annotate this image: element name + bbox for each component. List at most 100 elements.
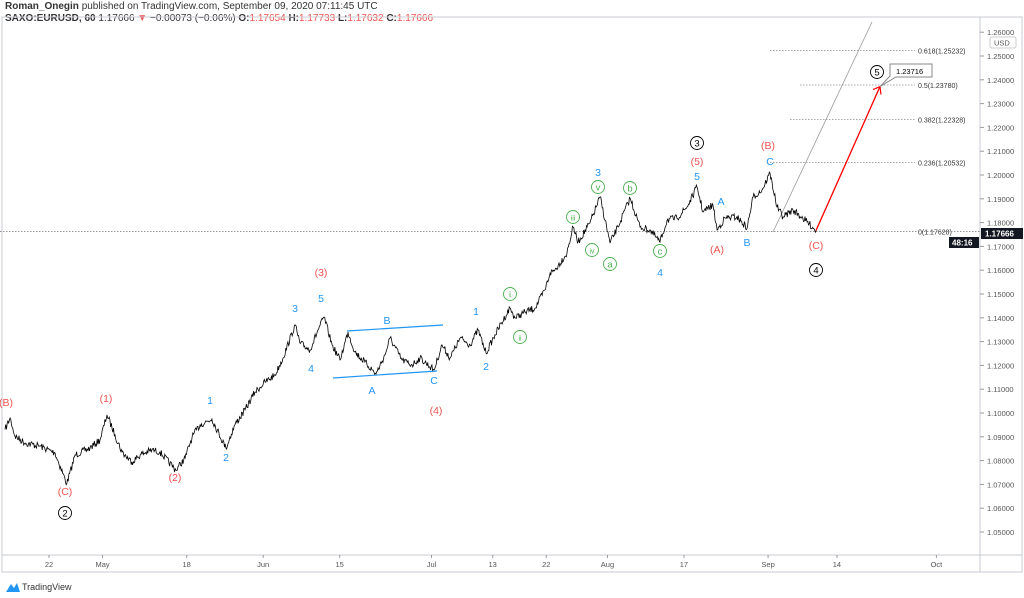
x-tick-label: 14 — [833, 560, 841, 569]
wave-label-text: 4 — [308, 363, 314, 375]
wave-label-text: b — [627, 184, 632, 195]
fib-level-label: 0.5(1.23780) — [918, 83, 958, 90]
last-price: 1.17666 — [98, 13, 135, 24]
high-label: H: — [288, 13, 299, 24]
wave-label: (4) — [430, 405, 443, 417]
high-value: 1.17733 — [299, 13, 336, 24]
low-label: L: — [337, 13, 348, 24]
channel-lower-line — [332, 370, 438, 379]
wave-label-circle — [690, 136, 704, 150]
tradingview-footer: TradingView — [6, 582, 72, 592]
wave-label: C — [430, 375, 438, 387]
wave-label: i — [503, 287, 517, 301]
wave-label-circle — [566, 210, 580, 224]
wave-label-text: 5 — [694, 171, 700, 183]
x-tick-label: 22 — [542, 560, 550, 569]
fib-level-label: 0.382(1.22328) — [918, 118, 965, 125]
wave-label-circle — [623, 181, 637, 195]
x-tick-label: May — [95, 560, 109, 569]
wave-label-text: 4 — [813, 266, 818, 277]
wave-label-text: a — [607, 260, 613, 271]
wave-label: 2 — [483, 361, 489, 373]
wave-label: iii — [566, 210, 580, 224]
wave-label: 5 — [318, 293, 324, 305]
fib-level-label: 0.618(1.25232) — [918, 48, 965, 55]
price-change: −0.00073 (−0.06%) — [149, 13, 236, 24]
y-tick-label: 1.20000 — [987, 171, 1014, 180]
brand-name[interactable]: TradingView — [22, 582, 72, 592]
wave-label-text: C — [766, 156, 774, 168]
wave-label: iv — [585, 243, 599, 257]
wave-label: 5 — [694, 171, 700, 183]
close-label: C: — [386, 13, 397, 24]
open-value: 1.17654 — [249, 13, 286, 24]
y-tick-label: 1.21000 — [987, 147, 1014, 156]
y-tick-label: 1.05000 — [987, 528, 1014, 537]
wave-label-text: (C) — [809, 240, 824, 252]
trend-channel-line — [772, 21, 873, 233]
x-tick-label: 22 — [45, 560, 53, 569]
y-tick-label: 1.23000 — [987, 100, 1014, 109]
wave-label: b — [623, 181, 637, 195]
y-tick-label: 1.13000 — [987, 338, 1014, 347]
author-name[interactable]: Roman_Onegin — [5, 1, 79, 12]
wave-label-text: 2 — [62, 509, 67, 520]
wave-label-text: (1) — [100, 393, 113, 405]
wave-label: v — [591, 180, 605, 194]
wave-label-text: (C) — [58, 486, 73, 498]
wave-label-text: 2 — [483, 361, 489, 373]
publish-info: Roman_Onegin published on TradingView.co… — [5, 2, 378, 12]
countdown-badge — [949, 237, 979, 248]
wave-label-circle — [585, 243, 599, 257]
wave-label: 1 — [473, 306, 479, 318]
last-price-badge-value: 1.17666 — [985, 230, 1014, 239]
y-tick-label: 1.11000 — [987, 385, 1014, 394]
wave-label-text: 3 — [292, 303, 298, 315]
wave-label: 4 — [809, 263, 823, 277]
wave-label-circle — [58, 506, 72, 520]
y-tick-label: 1.24000 — [987, 76, 1014, 85]
x-tick-label: Jul — [427, 560, 437, 569]
x-tick-label: 17 — [680, 560, 688, 569]
wave-label-text: A — [717, 196, 724, 208]
wave-label: 3 — [595, 167, 601, 179]
y-tick-label: 1.18000 — [987, 219, 1014, 228]
target-callout-value: 1.23716 — [896, 67, 923, 76]
wave-label-text: iv — [589, 249, 595, 256]
wave-label: (C) — [58, 486, 73, 498]
wave-label-text: 3 — [595, 167, 601, 179]
currency-label: USD — [994, 39, 1010, 48]
price-series — [4, 171, 817, 486]
wave-label-text: ii — [518, 336, 522, 343]
published-text: published on TradingView.com, September … — [81, 1, 378, 12]
y-tick-label: 1.17000 — [987, 242, 1014, 251]
currency-badge: USD — [989, 36, 1017, 49]
wave-label: A — [368, 385, 375, 397]
wave-label: B — [383, 315, 390, 327]
y-tick-label: 1.16000 — [987, 266, 1014, 275]
wave-label: B — [743, 237, 750, 249]
wave-label-text: 4 — [657, 267, 663, 279]
y-tick-label: 1.19000 — [987, 195, 1014, 204]
wave-label-circle — [503, 287, 517, 301]
triangle-down-icon: ▼ — [137, 13, 148, 24]
projection-arrow — [815, 86, 881, 231]
wave-label: A — [717, 196, 724, 208]
fib-level-label: 0.236(1.20532) — [918, 160, 965, 167]
x-tick-label: 15 — [336, 560, 344, 569]
wave-label-text: i — [509, 290, 511, 301]
wave-label: 3 — [690, 136, 704, 150]
wave-label-text: iii — [571, 216, 576, 223]
wave-label: (5) — [691, 156, 704, 168]
wave-label-circle — [653, 244, 667, 258]
wave-label-text: 2 — [223, 452, 229, 464]
x-tick-label: Jun — [257, 560, 269, 569]
last-price-badge — [981, 228, 1023, 239]
target-callout: 1.23716 — [879, 63, 933, 87]
x-tick-label: Aug — [601, 560, 614, 569]
wave-label: 2 — [58, 506, 72, 520]
wave-label-text: 1 — [473, 306, 479, 318]
target-callout-box — [879, 63, 933, 87]
wave-label: 5 — [870, 65, 884, 79]
